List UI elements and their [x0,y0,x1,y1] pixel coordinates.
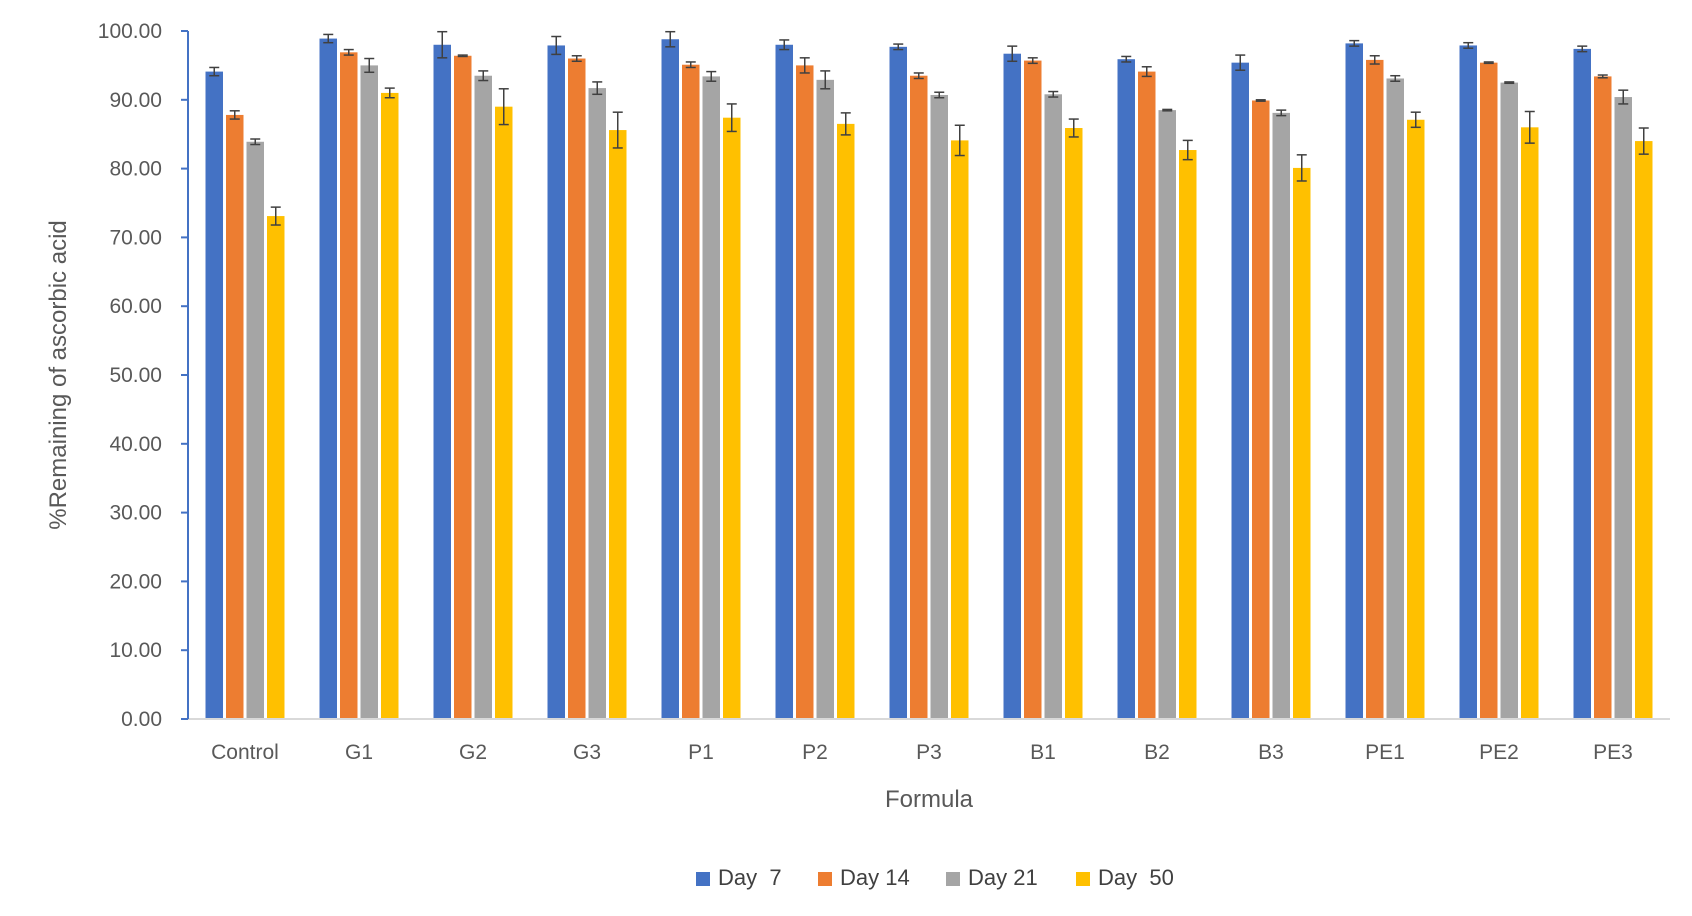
legend-label: Day 14 [840,865,910,890]
bar-p1-series-3 [702,76,720,719]
bar-b1-series-1 [1003,53,1021,720]
bar-p3-series-4 [951,140,969,720]
bar-p1-series-2 [682,64,700,720]
bar-g1-series-2 [340,52,358,719]
bar-pe3-series-3 [1614,97,1632,720]
x-axis-title: Formula [885,786,974,813]
bar-b3-series-4 [1293,167,1311,720]
bar-p2-series-1 [775,44,793,719]
x-tick-label: G3 [573,741,601,764]
bar-g2-series-1 [433,44,451,719]
legend-swatch [696,872,710,886]
bar-g3-series-1 [547,45,565,719]
x-tick-label: G2 [459,741,487,764]
bar-p3-series-2 [910,75,928,720]
x-tick-label: B1 [1030,741,1056,764]
x-tick-label: PE1 [1365,741,1405,764]
bar-g1-series-3 [360,65,378,719]
bars [205,38,1653,720]
y-axis-ticks: 0.00 10.00 20.00 30.00 40.00 50.00 60.00 70.00 8… [98,20,188,731]
x-tick-label: PE3 [1593,741,1633,764]
bar-b3-series-3 [1272,112,1290,719]
bar-b1-series-3 [1044,94,1062,719]
bar-pe2-series-1 [1459,45,1477,719]
bar-p2-series-4 [837,123,855,719]
bar-control-series-1 [205,71,223,720]
y-tick-label: 60.00 [109,295,162,318]
bar-b2-series-1 [1117,59,1135,719]
bar-p3-series-1 [889,46,907,720]
bar-g3-series-3 [588,88,606,719]
y-tick-label: 70.00 [109,226,162,249]
legend-label: Day 21 [968,865,1038,890]
x-tick-label: G1 [345,741,373,764]
x-tick-label: Control [211,741,279,764]
y-tick-label: 20.00 [109,570,162,593]
bar-pe2-series-3 [1500,82,1518,720]
legend: Day 7 Day 14 Day 21 Day 50 [696,865,1174,890]
y-tick-label: 80.00 [109,158,162,181]
bar-pe3-series-1 [1573,48,1591,719]
x-tick-label: B2 [1144,741,1170,764]
x-tick-label: P3 [916,741,942,764]
bar-g2-series-4 [495,106,513,720]
x-tick-label: PE2 [1479,741,1519,764]
bar-b2-series-3 [1158,110,1176,720]
y-tick-label: 0.00 [121,708,162,731]
legend-swatch [818,872,832,886]
bar-g3-series-4 [609,130,627,719]
x-axis-ticks: Control G1 G2 G3 P1 P2 P3 B1 B2 B3 PE1 PE2 PE3 [211,741,1633,764]
bar-b1-series-2 [1024,60,1042,720]
x-tick-label: P1 [688,741,714,764]
bar-p1-series-4 [723,117,741,720]
x-tick-label: P2 [802,741,828,764]
bar-g3-series-2 [568,58,586,719]
bar-pe2-series-2 [1480,62,1498,719]
legend-swatch [946,872,960,886]
y-tick-label: 50.00 [109,364,162,387]
bar-g2-series-2 [454,55,472,719]
bar-b3-series-1 [1231,62,1249,719]
y-axis-title: %Remaining of ascorbic acid [45,220,72,529]
y-tick-label: 40.00 [109,433,162,456]
bar-b3-series-2 [1252,100,1270,720]
bar-p1-series-1 [661,39,679,720]
bar-p2-series-3 [816,79,834,719]
legend-label: Day 7 [718,865,782,890]
y-tick-label: 100.00 [98,20,162,43]
bar-b2-series-4 [1179,150,1197,720]
x-tick-label: B3 [1258,741,1284,764]
bar-pe1-series-4 [1407,119,1425,719]
bar-control-series-4 [267,216,285,719]
y-tick-label: 10.00 [109,639,162,662]
bar-control-series-3 [246,141,264,719]
bar-pe1-series-3 [1386,78,1404,720]
bar-g1-series-1 [319,38,337,720]
bar-control-series-2 [226,114,244,720]
bar-g1-series-4 [381,92,399,720]
error-bars [209,30,1649,226]
bar-b2-series-2 [1138,71,1156,720]
bar-pe3-series-4 [1635,141,1653,719]
bar-pe2-series-4 [1521,127,1539,719]
legend-swatch [1076,872,1090,886]
bar-p3-series-3 [930,94,948,719]
bar-g2-series-3 [474,75,492,720]
bar-pe1-series-1 [1345,43,1363,720]
bar-b1-series-4 [1065,128,1083,719]
y-tick-label: 90.00 [109,89,162,112]
legend-label: Day 50 [1098,865,1174,890]
bar-pe1-series-2 [1366,59,1384,720]
bar-p2-series-2 [796,65,814,719]
y-tick-label: 30.00 [109,502,162,525]
bar-pe3-series-2 [1594,76,1612,719]
